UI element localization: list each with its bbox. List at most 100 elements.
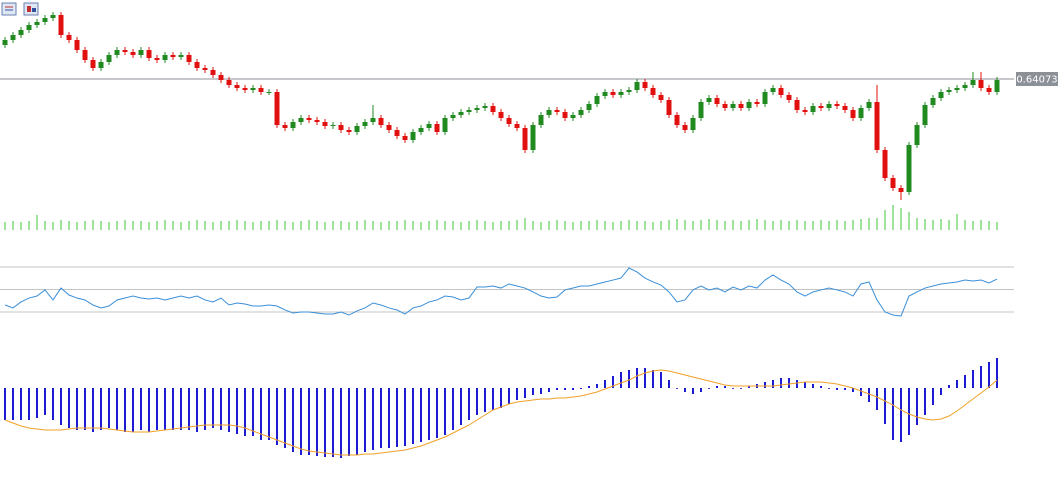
candle-body [474,108,480,110]
histogram-bar [20,388,22,420]
volume-bar [836,220,838,230]
candle-body [922,105,928,125]
volume-bar [516,220,518,230]
histogram-bar [292,388,294,452]
histogram-bar [900,388,902,442]
histogram-bar [940,388,942,395]
histogram-bar [388,388,390,448]
volume-bar [748,220,750,230]
volume-bar [396,221,398,230]
candle-body [498,112,504,118]
histogram-bar [332,388,334,457]
volume-bar [476,220,478,230]
candle-body [778,88,784,95]
histogram-bar [612,376,614,388]
candle-body [866,102,872,108]
histogram-bar [260,388,262,440]
volume-bar [220,221,222,230]
volume-bar [996,222,998,230]
histogram-bar [844,388,846,390]
candle-body [682,125,688,130]
volume-bar [820,220,822,230]
candle-body [546,110,552,115]
volume-bar [76,222,78,230]
histogram-bar [132,388,134,432]
volume-bar [796,220,798,230]
candle-body [930,98,936,105]
volume-bar [956,214,958,230]
volume-bar [908,212,910,230]
histogram-bar [772,380,774,388]
candle-body [98,62,104,68]
volume-bar [20,222,22,230]
histogram-bar [452,388,454,430]
volume-bar [932,220,934,230]
histogram-bar [404,388,406,446]
candle-body [74,40,80,50]
candle-body [138,50,144,55]
volume-bar [852,220,854,230]
histogram-bar [636,368,638,388]
volume-bar [364,220,366,230]
volume-bar [188,221,190,230]
candle-body [970,80,976,85]
histogram-bar [652,370,654,388]
volume-bar [348,222,350,230]
volume-bar [532,221,534,230]
candle-body [626,90,632,92]
histogram-bar [996,358,998,388]
histogram-bar [4,388,6,420]
candle-body [34,22,40,25]
candle-body [314,120,320,122]
volume-bar [548,221,550,230]
candle-body [538,115,544,125]
candle-body [122,50,128,52]
icon[interactable] [1,2,17,16]
volume-bar [620,221,622,230]
volume-bar [556,220,558,230]
volume-bar [468,221,470,230]
histogram-bar [892,388,894,440]
volume-bar [900,208,902,230]
volume-bar [436,220,438,230]
volume-bar [644,221,646,230]
volume-bar [148,222,150,230]
candle-body [650,88,656,95]
toolbar-icons [1,2,39,16]
volume-bar [652,222,654,230]
volume-bar [428,221,430,230]
histogram-bar [420,388,422,442]
candle-body [962,85,968,88]
histogram-bar [180,388,182,430]
candle-body [914,125,920,145]
volume-bar [500,221,502,230]
histogram-bar [628,370,630,388]
volume-bar [260,221,262,230]
histogram-bar [620,372,622,388]
candle-body [874,102,880,150]
candle-body [706,98,712,102]
candle-body [482,106,488,108]
histogram-bar [508,388,510,404]
histogram-bar [108,388,110,428]
histogram-bar [276,388,278,445]
candle-body [714,98,720,104]
volume-bar [724,221,726,230]
histogram-bar [284,388,286,448]
histogram-bar [676,388,678,389]
candle-body [946,90,952,92]
candle-body [170,55,176,57]
candle-body [810,106,816,112]
volume-bar [108,222,110,230]
volume-bar [948,220,950,230]
signal-line [4,369,998,456]
histogram-bar [300,388,302,455]
candle-body [154,58,160,60]
candle-body [978,80,984,88]
histogram-bar [748,386,750,388]
volume-bar [676,219,678,230]
candle-body [450,115,456,118]
price-label: 0.64073 [1016,75,1057,86]
